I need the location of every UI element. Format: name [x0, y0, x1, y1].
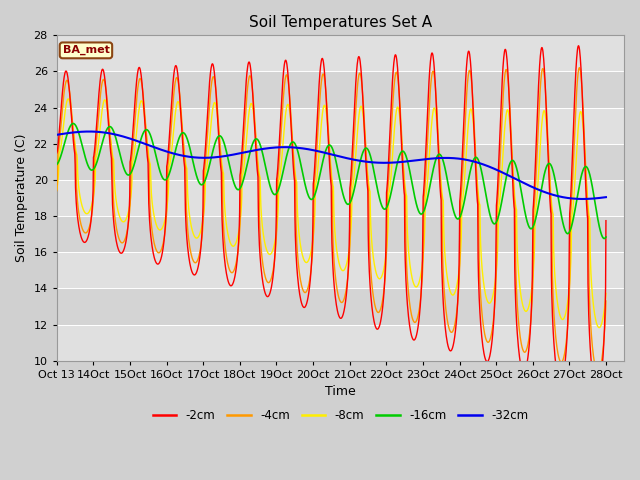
Bar	[57, 72, 624, 108]
Bar	[57, 36, 624, 72]
Text: BA_met: BA_met	[63, 45, 109, 56]
X-axis label: Time: Time	[325, 385, 356, 398]
Bar	[57, 180, 624, 216]
Title: Soil Temperatures Set A: Soil Temperatures Set A	[249, 15, 432, 30]
Bar	[57, 288, 624, 324]
Bar	[57, 324, 624, 361]
Bar	[57, 144, 624, 180]
Bar	[57, 252, 624, 288]
Y-axis label: Soil Temperature (C): Soil Temperature (C)	[15, 134, 28, 262]
Bar	[57, 108, 624, 144]
Legend: -2cm, -4cm, -8cm, -16cm, -32cm: -2cm, -4cm, -8cm, -16cm, -32cm	[148, 404, 533, 427]
Bar	[57, 216, 624, 252]
